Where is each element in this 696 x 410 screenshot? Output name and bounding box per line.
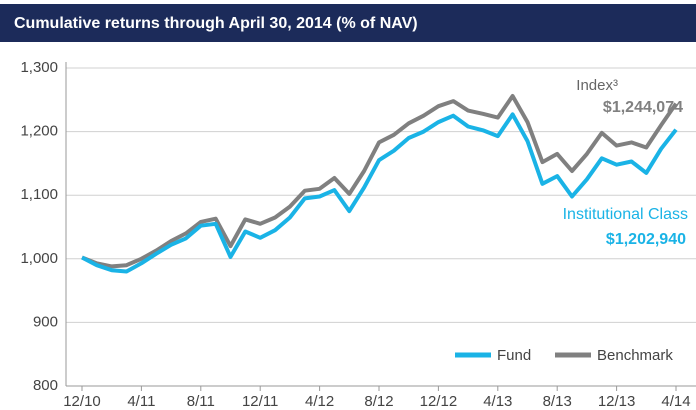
x-tick-label: 12/13	[598, 393, 636, 410]
x-tick-label: 4/12	[305, 393, 334, 410]
x-tick-label: 12/11	[242, 393, 278, 410]
annotation: Institutional Class	[563, 206, 688, 223]
x-tick-label: 8/12	[364, 393, 393, 410]
x-tick-label: 12/10	[63, 393, 101, 410]
x-tick-label: 8/13	[543, 393, 572, 410]
annotation: $1,244,074	[603, 99, 683, 116]
legend-label: Benchmark	[597, 347, 673, 364]
y-tick-label: 1,200	[20, 123, 58, 140]
legend-label: Fund	[497, 347, 531, 364]
y-tick-label: 1,300	[20, 59, 58, 76]
y-tick-label: 900	[33, 313, 58, 330]
y-tick-label: 800	[33, 377, 58, 394]
annotation: $1,202,940	[606, 231, 686, 248]
x-tick-label: 4/11	[127, 393, 155, 410]
x-tick-label: 4/13	[483, 393, 512, 410]
y-tick-label: 1,000	[20, 250, 58, 267]
y-tick-label: 1,100	[20, 186, 58, 203]
x-tick-label: 4/14	[661, 393, 690, 410]
x-tick-label: 12/12	[420, 393, 458, 410]
chart-title: Cumulative returns through April 30, 201…	[14, 15, 418, 32]
x-tick-label: 8/11	[187, 393, 215, 410]
series-line	[81, 94, 678, 269]
title-bar	[0, 4, 696, 42]
annotation: Index³	[576, 77, 618, 94]
series-line	[81, 112, 678, 274]
